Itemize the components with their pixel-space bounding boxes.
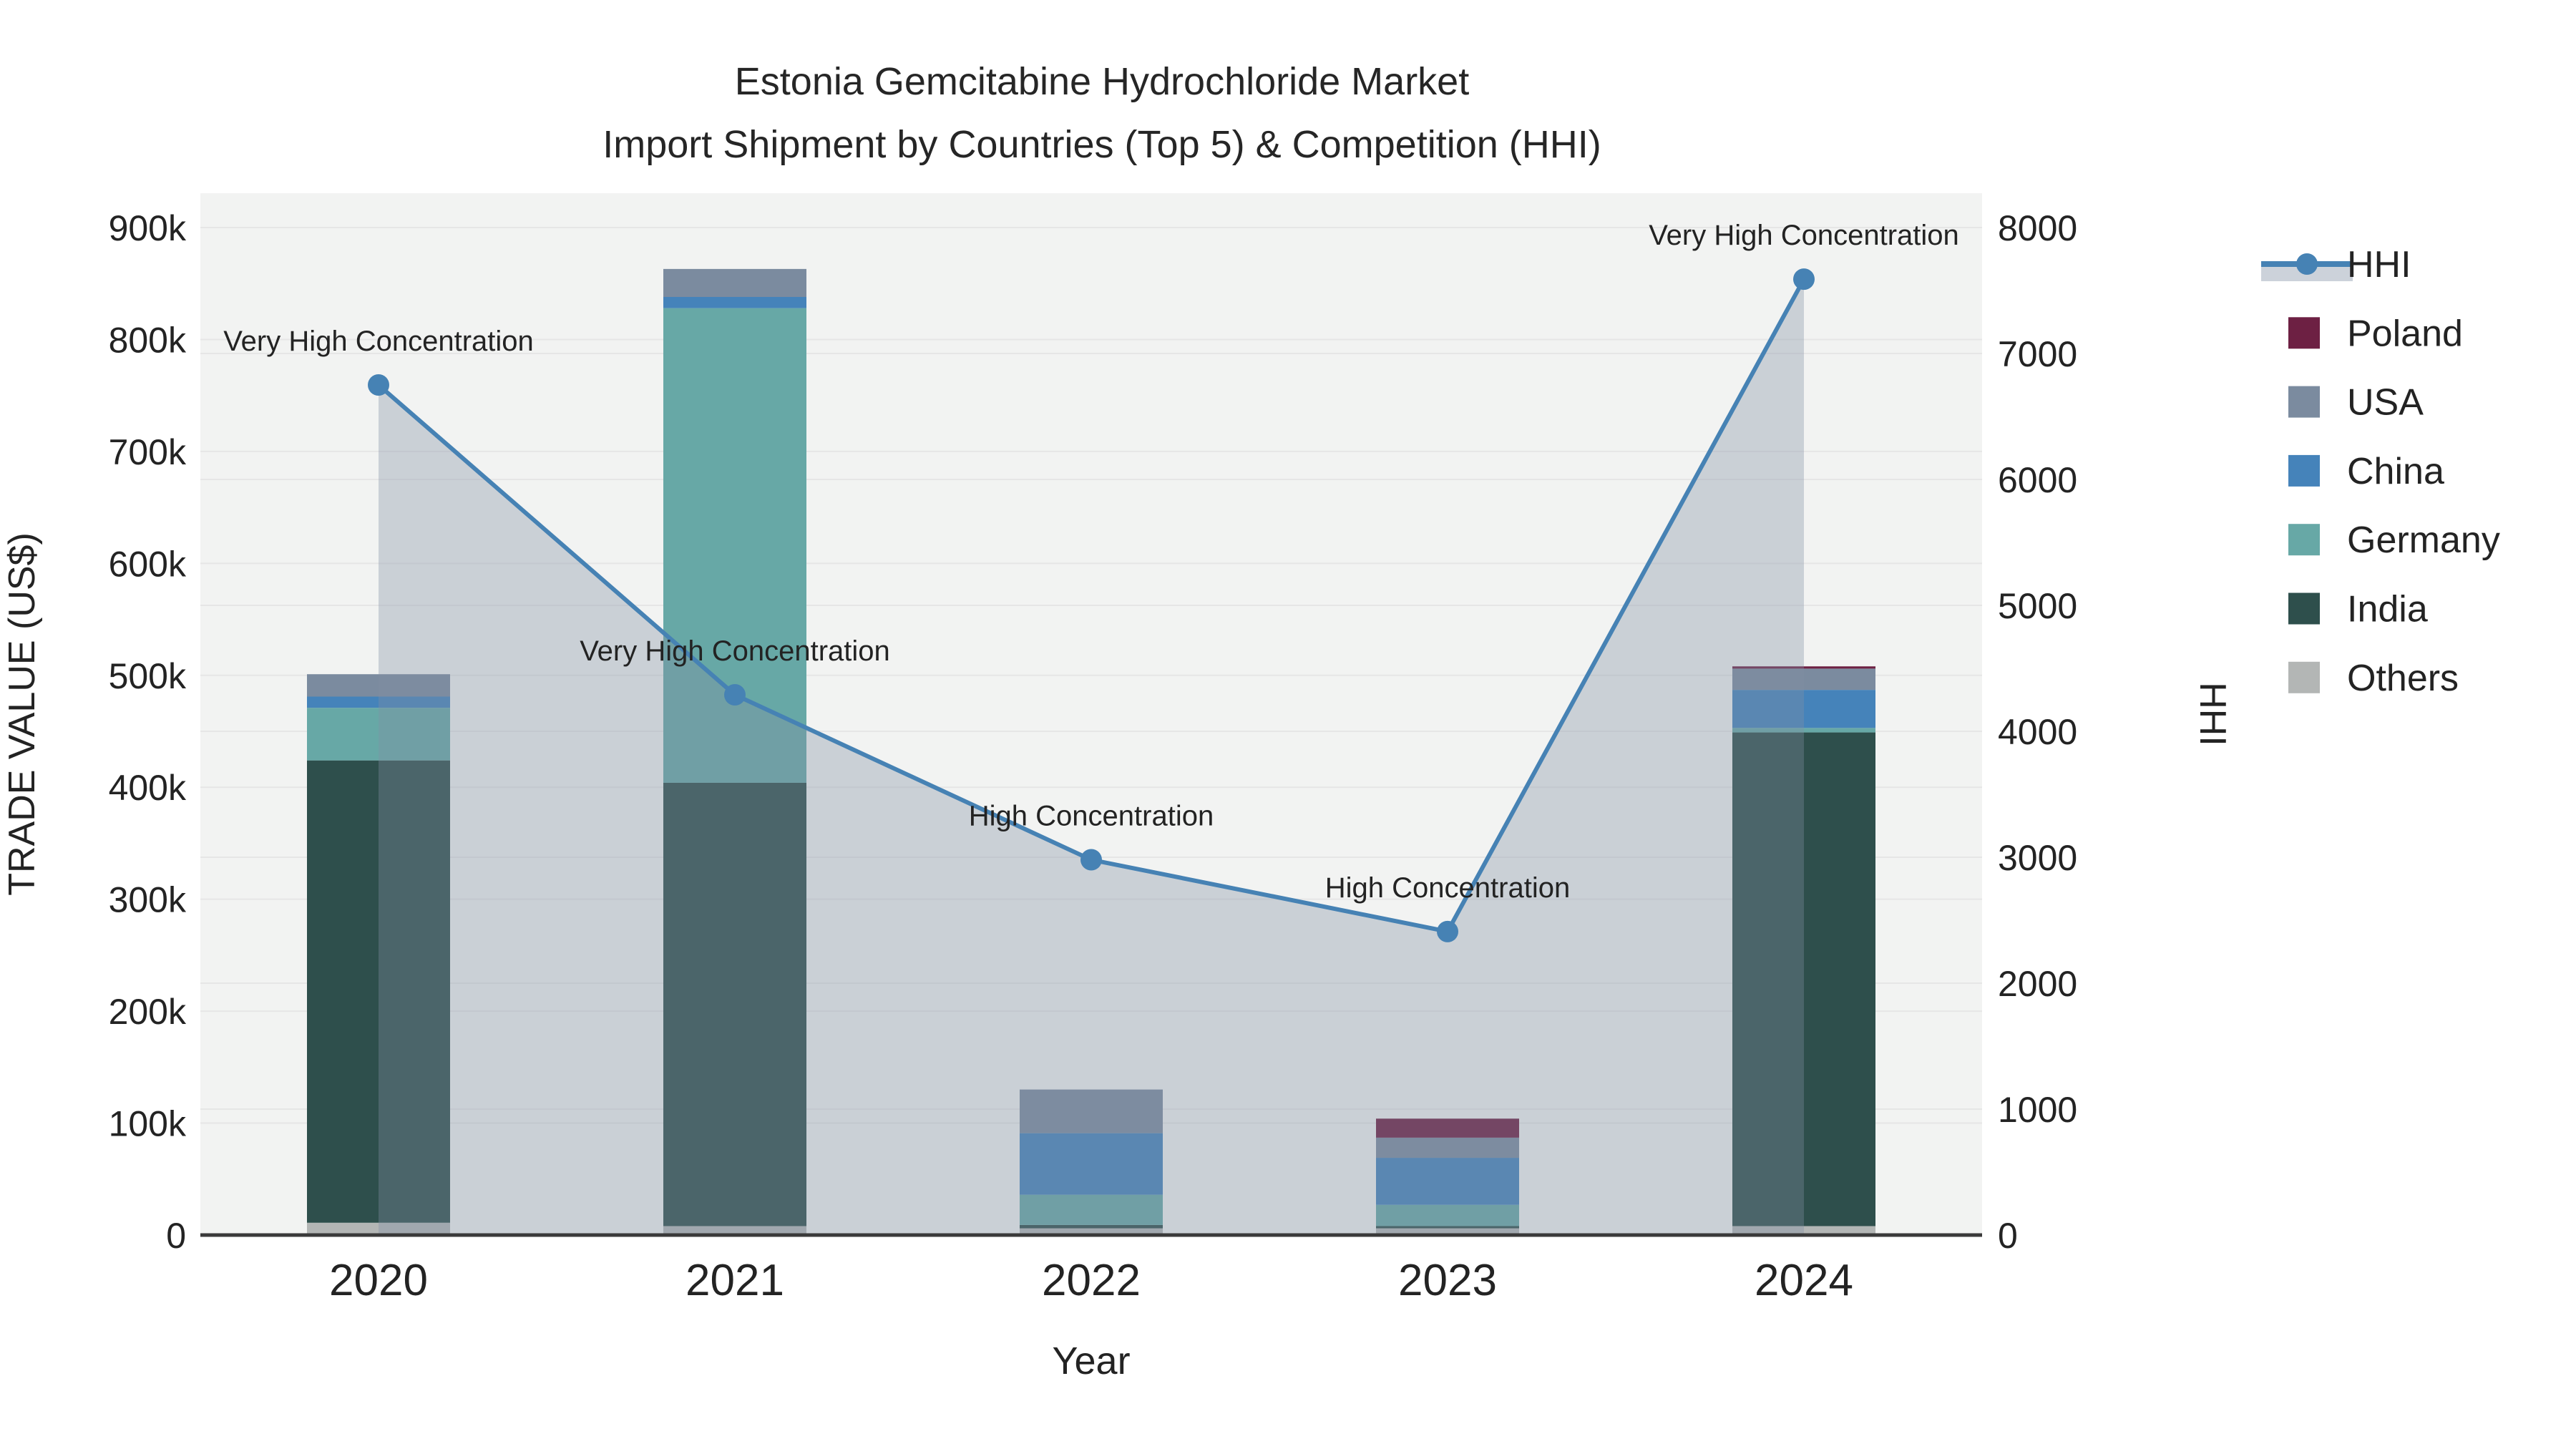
x-tick-2023: 2023 [1398,1256,1497,1305]
bar-segment-usa-2024[interactable] [1732,668,1875,691]
annotation-2024: Very High Concentration [1649,220,1959,251]
hhi-marker-2022[interactable] [1080,849,1102,871]
chart-title: Estonia Gemcitabine Hydrochloride Market… [0,50,2204,176]
y-tick-right-6000: 6000 [1998,460,2077,500]
legend-label-china: China [2347,451,2444,492]
hhi-area-fill [379,279,1804,1235]
bar-segment-others-2021[interactable] [663,1226,806,1235]
hhi-marker-2020[interactable] [368,374,389,396]
legend-label-germany: Germany [2347,519,2500,561]
y-tick-right-7000: 7000 [1998,334,2077,374]
y-axis-title-left: TRADE VALUE (US$) [1,532,43,896]
bar-segment-usa-2023[interactable] [1376,1137,1519,1158]
y-tick-left-300k: 300k [109,880,187,920]
legend-item-usa[interactable]: USA [2288,382,2424,424]
bar-segment-others-2023[interactable] [1376,1228,1519,1235]
bar-segment-india-2024[interactable] [1732,732,1875,1226]
legend-swatch-usa [2288,386,2320,418]
x-axis-title: Year [1052,1340,1130,1382]
y-tick-left-500k: 500k [109,656,187,696]
hhi-marker-2021[interactable] [724,683,746,706]
x-tick-2021: 2021 [686,1256,784,1305]
bar-segment-china-2023[interactable] [1376,1158,1519,1205]
bar-segment-germany-2022[interactable] [1020,1194,1163,1225]
hhi-marker-2023[interactable] [1437,920,1458,942]
y-tick-left-800k: 800k [109,320,187,360]
chart-title-line2: Import Shipment by Countries (Top 5) & C… [602,123,1601,166]
bar-segment-india-2023[interactable] [1376,1226,1519,1229]
legend-label-hhi: HHI [2347,244,2411,286]
legend-swatch-poland [2288,317,2320,349]
y-tick-left-700k: 700k [109,432,187,472]
legend-item-poland[interactable]: Poland [2288,313,2463,354]
y-tick-left-400k: 400k [109,768,187,808]
legend-item-china[interactable]: China [2288,451,2444,492]
y-tick-right-8000: 8000 [1998,208,2077,248]
y-tick-right-3000: 3000 [1998,838,2077,878]
bar-segment-poland-2024[interactable] [1732,666,1875,669]
chart-title-line1: Estonia Gemcitabine Hydrochloride Market [734,60,1470,103]
bar-segment-others-2024[interactable] [1732,1226,1875,1235]
legend-label-others: Others [2347,658,2459,699]
y-tick-left-200k: 200k [109,992,187,1032]
bar-segment-india-2022[interactable] [1020,1224,1163,1229]
legend-item-others[interactable]: Others [2288,658,2459,699]
bar-segment-others-2020[interactable] [307,1222,450,1235]
x-tick-2020: 2020 [329,1256,428,1305]
annotation-2023: High Concentration [1325,872,1570,904]
legend-label-usa: USA [2347,382,2424,424]
legend-label-poland: Poland [2347,313,2463,354]
y-tick-left-0: 0 [166,1216,186,1256]
y-tick-right-0: 0 [1998,1216,2018,1256]
bar-segment-china-2020[interactable] [307,696,450,708]
legend-swatch-china [2288,454,2320,487]
bar-segment-china-2021[interactable] [663,296,806,308]
bar-segment-usa-2022[interactable] [1020,1089,1163,1133]
legend-item-hhi[interactable]: HHI [2261,244,2411,286]
bar-segment-usa-2020[interactable] [307,674,450,697]
y-tick-right-2000: 2000 [1998,964,2077,1004]
legend-label-india: India [2347,589,2428,630]
x-tick-2024: 2024 [1755,1256,1853,1305]
bar-segment-china-2024[interactable] [1732,690,1875,728]
annotation-2021: Very High Concentration [580,635,890,667]
y-tick-left-600k: 600k [109,544,187,584]
bar-segment-china-2022[interactable] [1020,1133,1163,1195]
bar-segment-germany-2024[interactable] [1732,728,1875,733]
hhi-marker-2024[interactable] [1793,268,1815,291]
bar-segment-india-2020[interactable] [307,760,450,1223]
bar-segment-india-2021[interactable] [663,782,806,1226]
bar-segment-others-2022[interactable] [1020,1228,1163,1235]
annotation-2020: Very High Concentration [223,326,534,357]
y-tick-right-5000: 5000 [1998,586,2077,626]
legend-item-germany[interactable]: Germany [2288,519,2500,561]
bar-segment-germany-2020[interactable] [307,708,450,761]
legend-swatch-india [2288,592,2320,625]
x-tick-2022: 2022 [1042,1256,1141,1305]
plot-background [200,193,1982,1235]
bar-segment-poland-2023[interactable] [1376,1118,1519,1138]
y-tick-right-1000: 1000 [1998,1090,2077,1130]
legend-swatch-germany [2288,524,2320,556]
y-tick-right-4000: 4000 [1998,712,2077,752]
annotation-2022: High Concentration [969,801,1214,832]
bar-segment-germany-2023[interactable] [1376,1204,1519,1226]
y-tick-left-100k: 100k [109,1104,187,1144]
legend-hhi-marker-sample [2296,253,2318,275]
legend-item-india[interactable]: India [2288,589,2428,630]
legend-swatch-others [2288,661,2320,693]
bar-segment-usa-2021[interactable] [663,268,806,297]
y-axis-title-right: HHI [2192,682,2233,746]
y-tick-left-900k: 900k [109,208,187,248]
